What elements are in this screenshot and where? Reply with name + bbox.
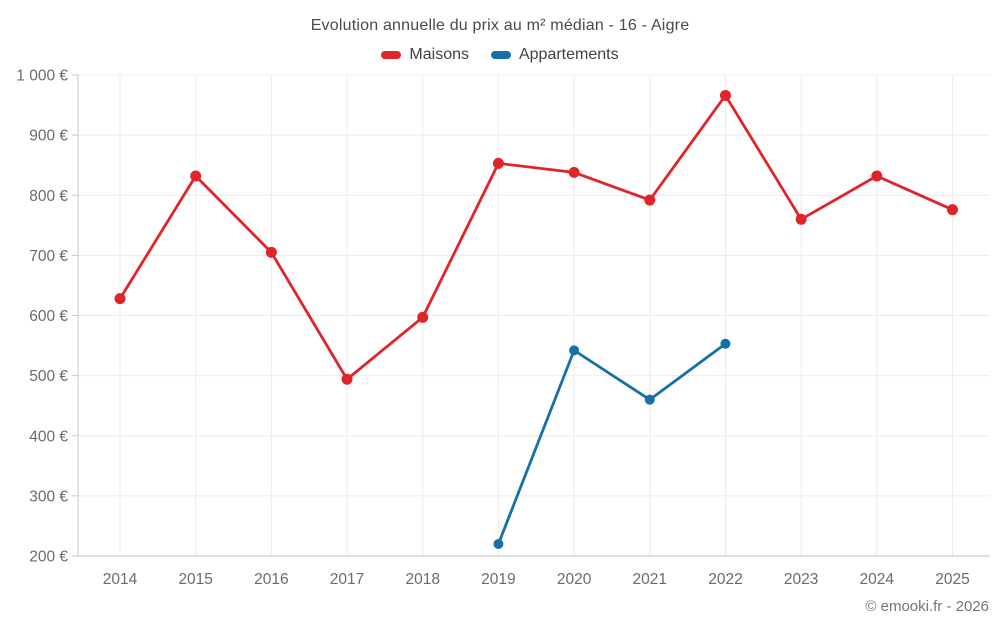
copyright-text: © emooki.fr - 2026 <box>865 598 989 615</box>
data-point-appartements[interactable] <box>493 538 504 549</box>
legend-item-appartements[interactable]: Appartements <box>490 46 619 64</box>
x-tick-label: 2018 <box>405 571 439 588</box>
appartements-swatch-icon <box>490 51 511 59</box>
data-point-maisons[interactable] <box>871 170 883 182</box>
data-point-maisons[interactable] <box>190 170 202 182</box>
x-tick-label: 2025 <box>935 571 969 588</box>
data-point-maisons[interactable] <box>947 204 958 216</box>
x-tick-label: 2024 <box>860 571 895 588</box>
data-point-maisons[interactable] <box>795 213 807 225</box>
legend-item-maisons[interactable]: Maisons <box>381 46 469 64</box>
chart-title: Evolution annuelle du prix au m² médian … <box>310 17 690 34</box>
data-point-appartements[interactable] <box>720 338 731 349</box>
series-line-appartements <box>497 342 727 546</box>
y-tick-label: 800 € <box>29 188 68 205</box>
y-tick-label: 300 € <box>29 488 68 505</box>
y-tick-label: 600 € <box>29 308 68 325</box>
x-tick-label: 2017 <box>330 571 364 588</box>
x-tick-label: 2020 <box>557 571 592 588</box>
data-point-appartements[interactable] <box>569 345 580 356</box>
x-tick-label: 2022 <box>708 571 742 588</box>
series-line-maisons <box>118 94 954 381</box>
y-tick-label: 700 € <box>29 248 68 265</box>
y-tick-label: 200 € <box>29 549 68 566</box>
chart-legend: Maisons Appartements <box>0 46 1000 64</box>
data-point-maisons[interactable] <box>492 157 504 169</box>
data-point-maisons[interactable] <box>341 373 353 385</box>
y-tick-label: 500 € <box>29 368 68 385</box>
x-tick-label: 2021 <box>633 571 667 588</box>
data-point-maisons[interactable] <box>568 166 580 178</box>
x-tick-label: 2016 <box>254 571 288 588</box>
data-point-maisons[interactable] <box>265 246 277 258</box>
x-tick-label: 2014 <box>103 571 138 588</box>
legend-label-appartements: Appartements <box>518 46 619 63</box>
y-tick-label: 900 € <box>29 128 68 145</box>
y-tick-label: 1 000 € <box>16 68 68 85</box>
data-point-maisons[interactable] <box>114 293 126 305</box>
data-point-maisons[interactable] <box>644 194 656 206</box>
data-point-maisons[interactable] <box>417 311 429 323</box>
legend-label-maisons: Maisons <box>409 46 469 63</box>
maisons-swatch-icon <box>381 51 402 59</box>
x-tick-label: 2023 <box>784 571 818 588</box>
x-tick-label: 2015 <box>178 571 212 588</box>
data-point-appartements[interactable] <box>644 394 655 405</box>
data-point-maisons[interactable] <box>719 89 731 101</box>
y-tick-label: 400 € <box>29 428 68 445</box>
x-tick-label: 2019 <box>481 571 515 588</box>
